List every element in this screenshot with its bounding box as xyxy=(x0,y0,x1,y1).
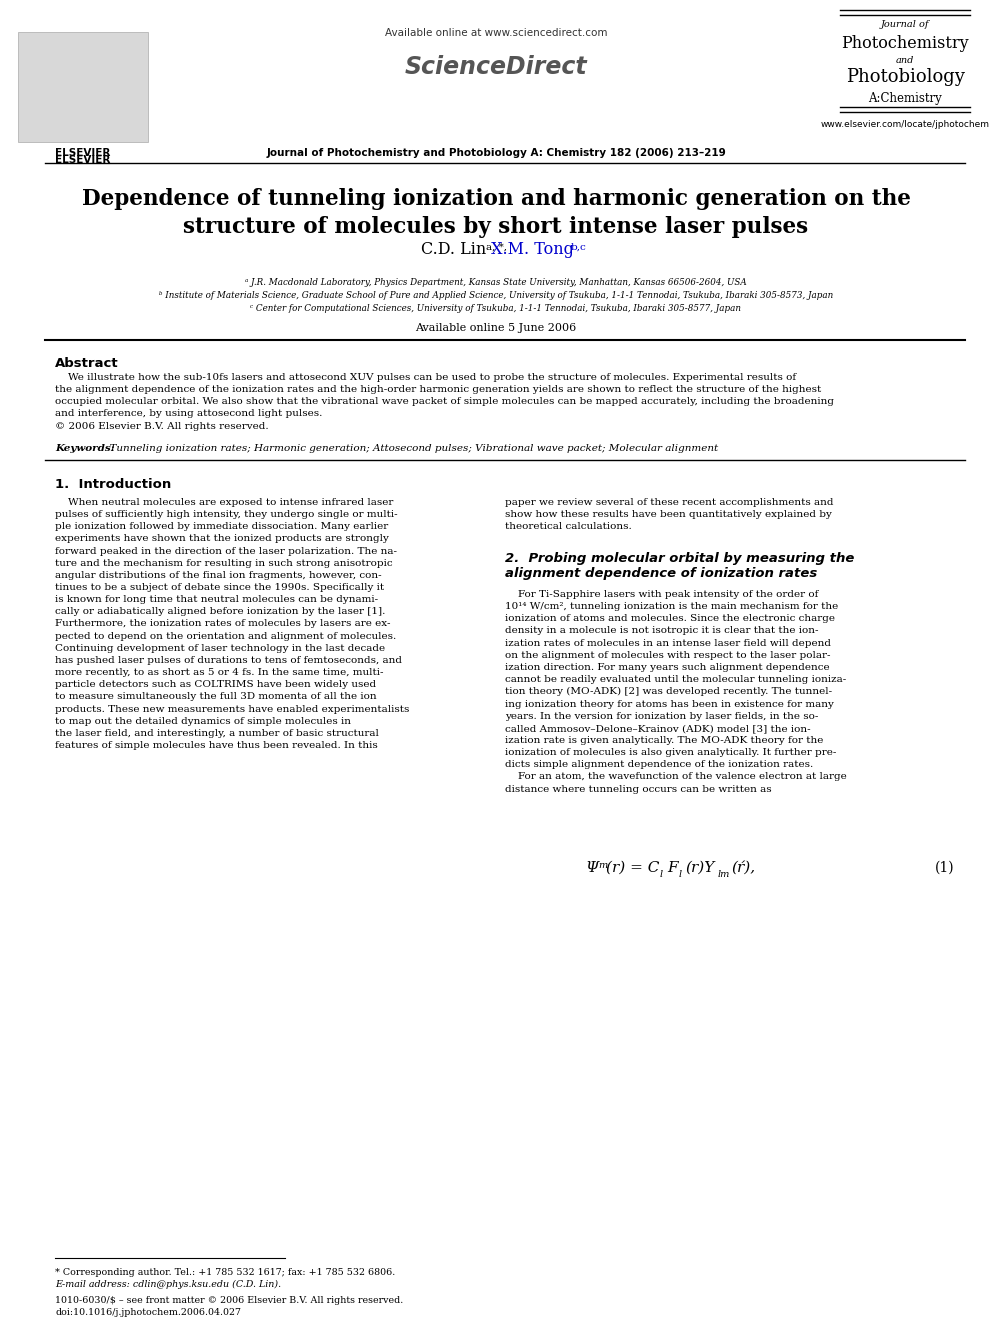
Text: ᵇ Institute of Materials Science, Graduate School of Pure and Applied Science, U: ᵇ Institute of Materials Science, Gradua… xyxy=(159,291,833,300)
Text: (r)Y: (r)Y xyxy=(685,861,714,875)
Text: (1): (1) xyxy=(935,861,955,875)
Text: a, *,: a, *, xyxy=(486,243,507,251)
Text: and: and xyxy=(896,56,915,65)
Text: ScienceDirect: ScienceDirect xyxy=(405,56,587,79)
Text: When neutral molecules are exposed to intense infrared laser
pulses of sufficien: When neutral molecules are exposed to in… xyxy=(55,497,410,750)
Text: X.M. Tong: X.M. Tong xyxy=(486,241,574,258)
Text: We illustrate how the sub-10fs lasers and attosecond XUV pulses can be used to p: We illustrate how the sub-10fs lasers an… xyxy=(55,373,834,430)
Text: For Ti-Sapphire lasers with peak intensity of the order of
10¹⁴ W/cm², tunneling: For Ti-Sapphire lasers with peak intensi… xyxy=(505,590,847,794)
Text: Abstract: Abstract xyxy=(55,357,119,370)
Text: Available online at www.sciencedirect.com: Available online at www.sciencedirect.co… xyxy=(385,28,607,38)
Text: 1010-6030/$ – see front matter © 2006 Elsevier B.V. All rights reserved.: 1010-6030/$ – see front matter © 2006 El… xyxy=(55,1297,404,1304)
Text: alignment dependence of ionization rates: alignment dependence of ionization rates xyxy=(505,568,817,579)
Text: * Corresponding author. Tel.: +1 785 532 1617; fax: +1 785 532 6806.: * Corresponding author. Tel.: +1 785 532… xyxy=(55,1267,395,1277)
Text: Tunneling ionization rates; Harmonic generation; Attosecond pulses; Vibrational : Tunneling ionization rates; Harmonic gen… xyxy=(103,445,718,452)
Text: Keywords:: Keywords: xyxy=(55,445,115,452)
Text: E-mail address: cdlin@phys.ksu.edu (C.D. Lin).: E-mail address: cdlin@phys.ksu.edu (C.D.… xyxy=(55,1279,281,1289)
Text: doi:10.1016/j.jphotochem.2006.04.027: doi:10.1016/j.jphotochem.2006.04.027 xyxy=(55,1308,241,1316)
Text: Journal of: Journal of xyxy=(881,20,930,29)
Text: m: m xyxy=(598,861,607,871)
Text: ᶜ Center for Computational Sciences, University of Tsukuba, 1-1-1 Tennodai, Tsuk: ᶜ Center for Computational Sciences, Uni… xyxy=(251,304,741,314)
Text: Available online 5 June 2006: Available online 5 June 2006 xyxy=(416,323,576,333)
Text: (r) = C: (r) = C xyxy=(606,861,660,875)
Text: Dependence of tunneling ionization and harmonic generation on the: Dependence of tunneling ionization and h… xyxy=(81,188,911,210)
Text: Journal of Photochemistry and Photobiology A: Chemistry 182 (2006) 213–219: Journal of Photochemistry and Photobiolo… xyxy=(266,148,726,157)
Text: C.D. Lin: C.D. Lin xyxy=(421,241,486,258)
Text: l: l xyxy=(679,871,682,878)
Text: structure of molecules by short intense laser pulses: structure of molecules by short intense … xyxy=(184,216,808,238)
Text: A:Chemistry: A:Chemistry xyxy=(868,93,941,105)
Text: Ψ: Ψ xyxy=(585,861,598,875)
Text: 2.  Probing molecular orbital by measuring the: 2. Probing molecular orbital by measurin… xyxy=(505,552,854,565)
Text: Photobiology: Photobiology xyxy=(845,67,964,86)
Text: F: F xyxy=(667,861,678,875)
Text: paper we review several of these recent accomplishments and
show how these resul: paper we review several of these recent … xyxy=(505,497,833,532)
Text: ELSEVIER: ELSEVIER xyxy=(56,148,111,157)
Text: b,c: b,c xyxy=(571,243,586,251)
Text: l: l xyxy=(660,871,663,878)
Text: ELSEVIER: ELSEVIER xyxy=(56,155,111,165)
Text: www.elsevier.com/locate/jphotochem: www.elsevier.com/locate/jphotochem xyxy=(820,120,989,130)
Text: Photochemistry: Photochemistry xyxy=(841,34,969,52)
Text: (ŕ),: (ŕ), xyxy=(731,861,755,875)
Text: 1.  Introduction: 1. Introduction xyxy=(55,478,172,491)
Text: lm: lm xyxy=(718,871,730,878)
Text: ᵃ J.R. Macdonald Laboratory, Physics Department, Kansas State University, Manhat: ᵃ J.R. Macdonald Laboratory, Physics Dep… xyxy=(245,278,747,287)
FancyBboxPatch shape xyxy=(18,32,148,142)
